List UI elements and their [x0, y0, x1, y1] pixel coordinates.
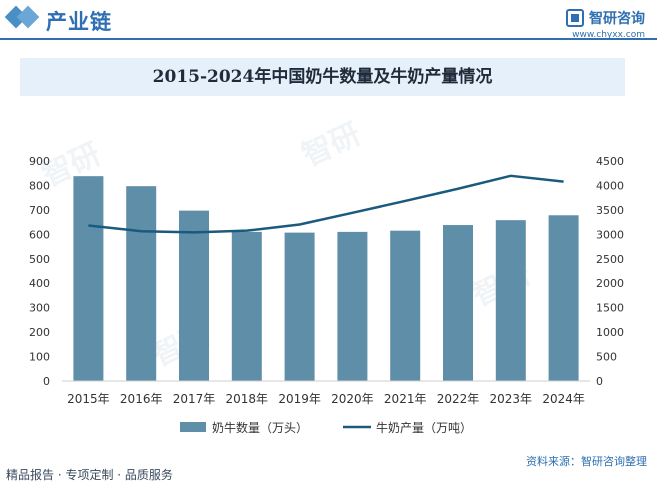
- bar: [337, 231, 368, 381]
- x-tick-label: 2020年: [331, 392, 374, 406]
- legend-label: 牛奶产量（万吨）: [376, 420, 472, 435]
- y-tick-label-right: 1000: [596, 326, 624, 339]
- x-tick-label: 2023年: [490, 392, 533, 406]
- y-tick-label-right: 4500: [596, 155, 624, 168]
- x-tick-label: 2022年: [437, 392, 480, 406]
- legend-swatch-bar: [180, 422, 206, 432]
- bar: [548, 215, 579, 381]
- chart-title: 2015-2024年中国奶牛数量及牛奶产量情况: [152, 67, 493, 87]
- brand-name: 智研咨询: [589, 11, 645, 27]
- bar: [73, 176, 104, 381]
- y-tick-label-right: 4000: [596, 179, 624, 192]
- y-tick-label-right: 500: [596, 351, 617, 364]
- y-tick-label-right: 2500: [596, 253, 624, 266]
- y-tick-label-left: 100: [29, 351, 50, 364]
- y-tick-label-right: 2000: [596, 277, 624, 290]
- y-tick-label-left: 800: [29, 179, 50, 192]
- y-tick-label-left: 200: [29, 326, 50, 339]
- x-tick-label: 2021年: [384, 392, 427, 406]
- x-tick-label: 2017年: [173, 392, 216, 406]
- footer-source: 资料来源：智研咨询整理: [526, 455, 647, 468]
- bar: [231, 231, 262, 381]
- bar: [390, 230, 421, 381]
- y-axis-left: 0 100 200 300 400 500 600 700 800 900: [29, 155, 50, 388]
- x-tick-label: 2015年: [67, 392, 110, 406]
- x-axis: 2015年 2016年 2017年 2018年 2019年 2020年 2021年 2022年…: [62, 380, 590, 406]
- y-tick-label-left: 600: [29, 228, 50, 241]
- x-tick-label: 2019年: [278, 392, 321, 406]
- y-tick-label-left: 900: [29, 155, 50, 168]
- footer-tagline: 精品报告 · 专项定制 · 品质服务: [6, 468, 173, 482]
- y-tick-label-left: 500: [29, 253, 50, 266]
- section-title: 产业链: [46, 10, 112, 34]
- page-header: 产业链 智研咨询 www.chyxx.com: [0, 0, 657, 44]
- brand-logo-icon: [566, 9, 584, 27]
- bar-series: [73, 176, 579, 381]
- bar: [495, 220, 526, 381]
- bar: [126, 186, 157, 381]
- brand-url: www.chyxx.com: [572, 30, 645, 40]
- legend-label: 奶牛数量（万头）: [212, 420, 308, 435]
- line-series: [88, 174, 564, 234]
- y-axis-right: 0 500 1000 1500 2000 2500 3000 3500 4000 4500: [596, 155, 624, 388]
- bar: [443, 225, 473, 381]
- chart-title-band: 2015-2024年中国奶牛数量及牛奶产量情况: [20, 58, 625, 96]
- y-tick-label-left: 300: [29, 302, 50, 315]
- y-tick-label-right: 3000: [596, 228, 624, 241]
- y-tick-label-right: 0: [596, 375, 603, 388]
- y-tick-label-left: 0: [43, 375, 50, 388]
- y-tick-label-right: 1500: [596, 302, 624, 315]
- legend: 奶牛数量（万头） 牛奶产量（万吨）: [180, 420, 472, 435]
- header-divider: [0, 38, 657, 40]
- y-tick-label-left: 700: [29, 204, 50, 217]
- brand: 智研咨询: [566, 8, 645, 28]
- x-tick-label: 2016年: [120, 392, 163, 406]
- x-tick-label: 2024年: [542, 392, 585, 406]
- bar: [284, 232, 315, 381]
- bar: [179, 210, 209, 381]
- y-tick-label-right: 3500: [596, 204, 624, 217]
- y-tick-label-left: 400: [29, 277, 50, 290]
- series-line: [88, 174, 564, 234]
- x-tick-label: 2018年: [226, 392, 269, 406]
